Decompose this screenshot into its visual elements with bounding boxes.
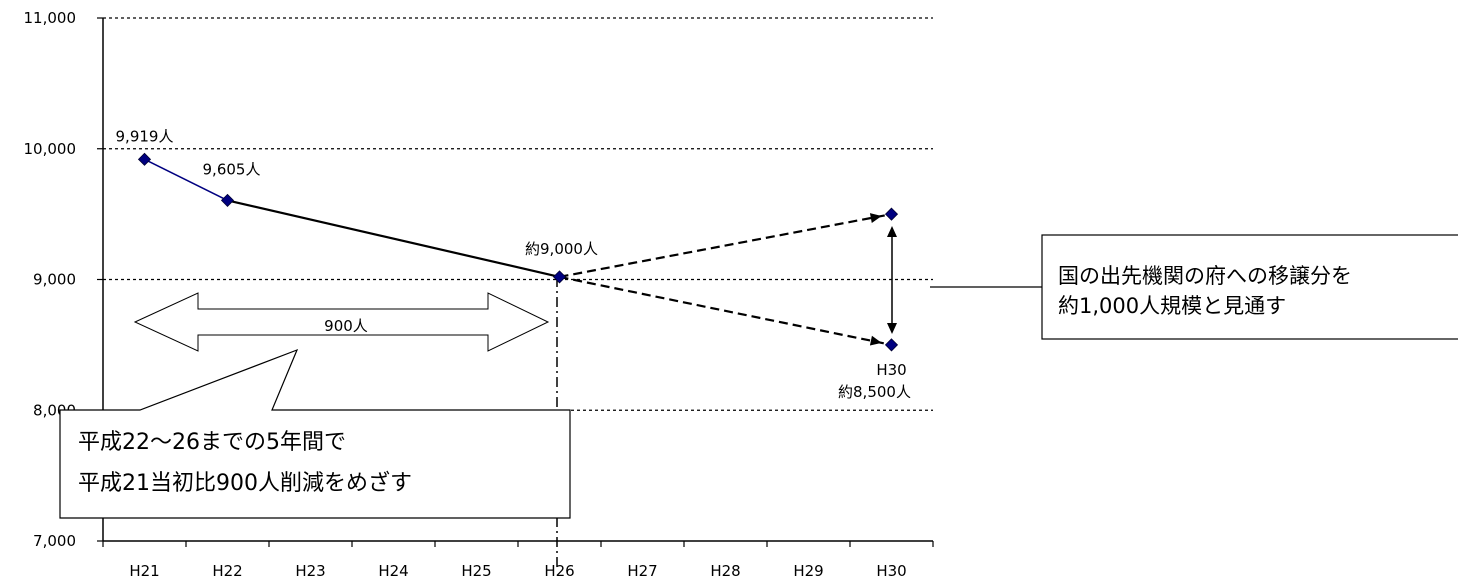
x-tick-label: H27: [627, 562, 657, 580]
note: 国の出先機関の府への移譲分を 約1,000人規模と見通す: [930, 234, 1458, 340]
x-tick-label: H21: [129, 562, 159, 580]
callout-line-2: 平成21当初比900人削減をめざす: [78, 470, 412, 496]
callout-box: [59, 348, 571, 519]
x-tick-label: H25: [461, 562, 491, 580]
series-arrowhead: [869, 335, 882, 346]
x-tick-label: H23: [295, 562, 325, 580]
note-box: [1041, 234, 1458, 340]
x-tick-label: H24: [378, 562, 408, 580]
gridlines: [103, 17, 933, 411]
series: [137, 152, 899, 352]
y-tick-label: 10,000: [24, 140, 77, 158]
series-line-segment: [144, 158, 228, 202]
data-point-marker: [884, 207, 899, 221]
data-label: 9,919人: [116, 127, 174, 145]
callout: 平成22～26までの5年間で 平成21当初比900人削減をめざす: [59, 348, 571, 519]
data-point-marker: [220, 193, 235, 207]
data-label: 9,605人: [203, 160, 261, 178]
y-tick-label: 7,000: [33, 532, 76, 550]
series-line-segment: [559, 213, 892, 278]
span-arrow: 900人: [133, 292, 550, 352]
note-line-2: 約1,000人規模と見通す: [1058, 294, 1286, 318]
x-tick-label: H22: [212, 562, 242, 580]
y-tick-label: 11,000: [24, 9, 77, 27]
data-label: 約8,500人: [838, 383, 911, 401]
y-tick-label: 9,000: [33, 271, 76, 289]
data-label: 約9,000人: [525, 240, 598, 258]
data-point-marker: [884, 338, 899, 352]
x-tick-label: H30: [876, 562, 906, 580]
span-arrow-label: 900人: [324, 317, 368, 335]
range-arrow-top-head: [887, 226, 897, 237]
note-line-1: 国の出先機関の府への移譲分を: [1058, 264, 1352, 288]
series-line-segment: [559, 275, 892, 346]
x-ticks: H21 H22 H23 H24 H25 H26 H27 H28 H29 H30: [102, 541, 934, 580]
x-tick-label: H29: [793, 562, 823, 580]
data-point-marker: [137, 152, 152, 166]
span-double-arrow: [133, 292, 550, 352]
series-line-segment: [227, 199, 560, 278]
series-arrowhead: [869, 213, 882, 223]
data-label: H30: [876, 361, 906, 379]
callout-line-1: 平成22～26までの5年間で: [78, 430, 346, 455]
x-tick-label: H28: [710, 562, 740, 580]
range-arrow: [887, 226, 897, 334]
data-point-marker: [552, 270, 567, 284]
range-arrow-bottom-head: [887, 323, 897, 334]
x-tick-label: H26: [544, 562, 574, 580]
